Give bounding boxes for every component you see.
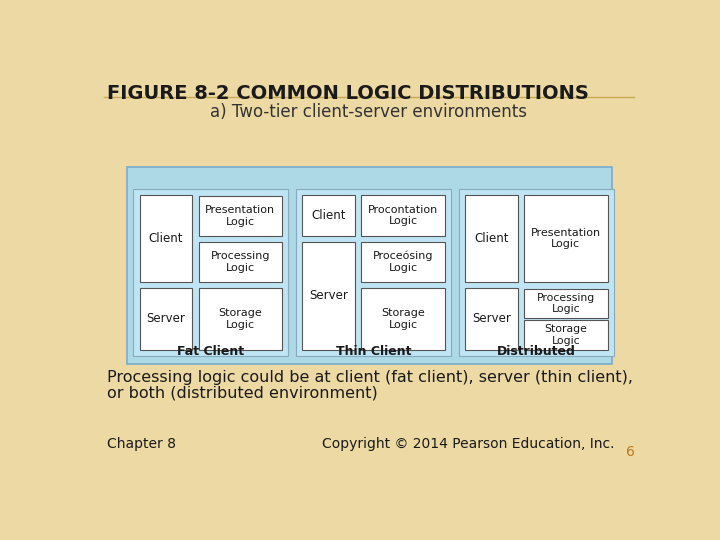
Bar <box>133 189 289 356</box>
Text: Client: Client <box>312 209 346 222</box>
Bar <box>199 242 282 282</box>
Text: Processing logic could be at client (fat client), server (thin client),: Processing logic could be at client (fat… <box>107 370 633 386</box>
Text: Server: Server <box>146 313 185 326</box>
Bar <box>302 195 355 236</box>
Text: Proceósing
Logic: Proceósing Logic <box>373 251 433 273</box>
Text: Presentation
Logic: Presentation Logic <box>205 205 276 226</box>
Bar <box>524 289 608 318</box>
Text: Distributed: Distributed <box>497 345 576 357</box>
Text: Client: Client <box>149 232 183 245</box>
Bar <box>199 288 282 350</box>
Text: Thin Client: Thin Client <box>336 345 411 357</box>
Text: Client: Client <box>474 232 509 245</box>
Bar <box>459 189 614 356</box>
Text: Chapter 8: Chapter 8 <box>107 437 176 451</box>
Text: Presentation
Logic: Presentation Logic <box>531 228 601 249</box>
Bar <box>361 242 445 282</box>
Bar <box>361 195 445 236</box>
Bar <box>199 195 282 236</box>
Bar <box>361 288 445 350</box>
Bar <box>140 195 192 282</box>
Text: Processing
Logic: Processing Logic <box>536 293 595 314</box>
Text: Fat Client: Fat Client <box>177 345 245 357</box>
Bar <box>302 242 355 350</box>
Text: Procontation
Logic: Procontation Logic <box>368 205 438 226</box>
Bar <box>524 320 608 350</box>
Bar <box>465 288 518 350</box>
Bar <box>127 167 612 363</box>
Bar <box>524 195 608 282</box>
Text: Storage
Logic: Storage Logic <box>218 308 262 330</box>
Text: Storage
Logic: Storage Logic <box>381 308 425 330</box>
Bar <box>296 189 451 356</box>
Text: 6: 6 <box>626 445 635 459</box>
Text: Copyright © 2014 Pearson Education, Inc.: Copyright © 2014 Pearson Education, Inc. <box>323 437 615 451</box>
Text: Storage
Logic: Storage Logic <box>544 324 588 346</box>
Bar <box>140 288 192 350</box>
Bar <box>465 195 518 282</box>
Text: a) Two-tier client-server environments: a) Two-tier client-server environments <box>210 103 528 122</box>
Text: Server: Server <box>310 289 348 302</box>
Text: FIGURE 8-2 COMMON LOGIC DISTRIBUTIONS: FIGURE 8-2 COMMON LOGIC DISTRIBUTIONS <box>107 84 589 103</box>
Text: or both (distributed environment): or both (distributed environment) <box>107 385 378 400</box>
Text: Processing
Logic: Processing Logic <box>210 251 270 273</box>
Text: Server: Server <box>472 313 511 326</box>
